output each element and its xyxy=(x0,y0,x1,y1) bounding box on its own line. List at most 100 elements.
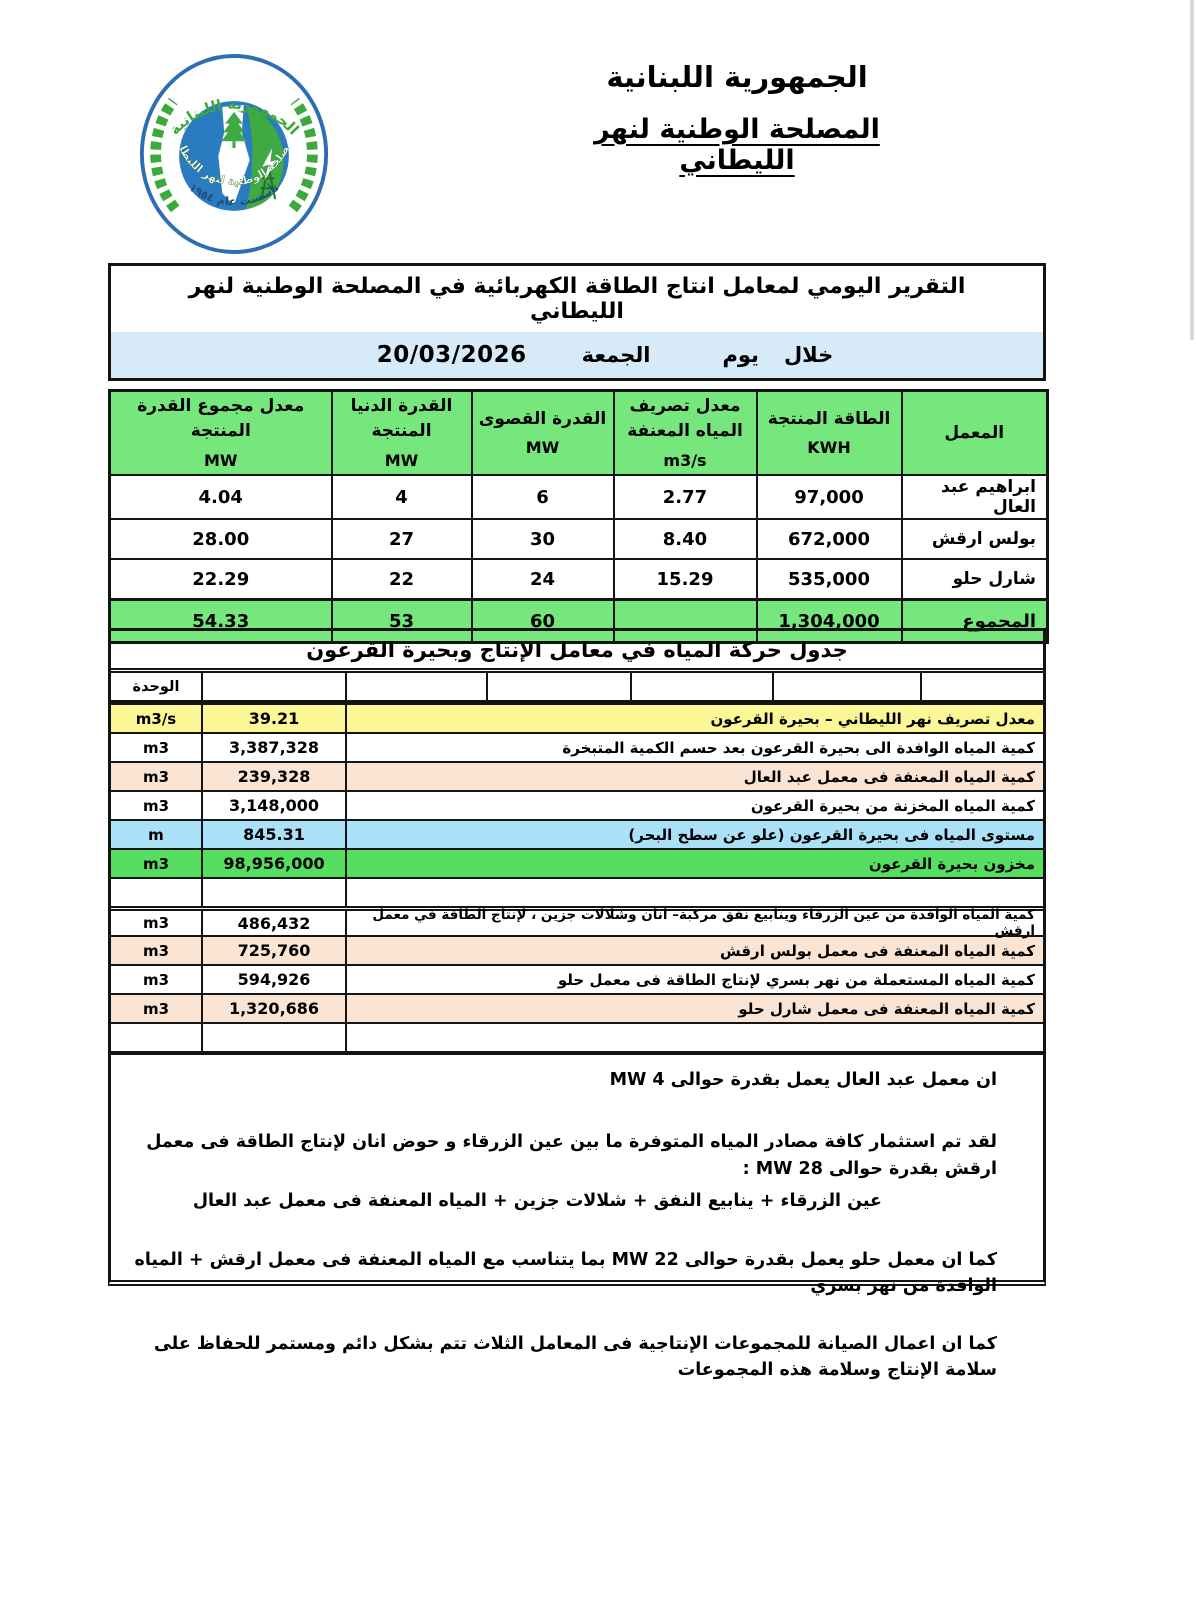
description-cell: مخزون بحيرة القرعون xyxy=(868,854,1035,873)
laurel-right-icon xyxy=(288,97,318,213)
scan-artifact xyxy=(1190,0,1194,340)
header-plant: المعمل xyxy=(900,389,1049,476)
energy-value: 97,000 xyxy=(755,474,903,520)
water-table-title: جدول حركة المياه في معامل الإنتاج وبحيرة… xyxy=(111,631,1043,673)
day-word: يوم xyxy=(722,343,759,367)
value-cell xyxy=(203,1024,347,1051)
unit-cell: m3 xyxy=(111,792,203,819)
table-row-helou: شارل حلو 535,000 15.29 24 22 22.29 xyxy=(108,558,1049,601)
water-row-turbined-arcache: m3 725,760 كمية المياه المعنفة فى معمل ب… xyxy=(111,935,1043,964)
empty-header-cell xyxy=(632,673,774,700)
value-cell: 1,320,686 xyxy=(203,995,347,1022)
authority-title: المصلحة الوطنية لنهر الليطاني xyxy=(594,114,880,176)
water-row-lake-level: m 845.31 مستوى المياه فى بحيرة القرعون (… xyxy=(111,819,1043,848)
value-cell: 725,760 xyxy=(203,937,347,964)
lightning-icon xyxy=(262,148,278,181)
description-cell: كمية المياه المعنفة فى معمل شارل حلو xyxy=(738,999,1035,1018)
value-cell: 486,432 xyxy=(203,911,347,935)
cedar-icon xyxy=(221,111,247,149)
note-arcache-capacity: لقد تم استثمار كافة مصادر المياه المتوفر… xyxy=(129,1129,997,1214)
note-abdel-aal-capacity: ان معمل عبد العال يعمل بقدرة حوالى MW 4 xyxy=(609,1070,997,1090)
note-arcache-line2: عين الزرقاء + ينابيع النفق + شلالات جزين… xyxy=(192,1190,882,1211)
unit-cell: m3 xyxy=(111,995,203,1022)
authority-logo-seal: الجمهورية اللبنانية المصلحة الوطنية لنهر… xyxy=(136,50,329,254)
total-energy: 1,304,000 xyxy=(755,598,903,644)
total-flow xyxy=(612,598,758,644)
plant-name: ابراهيم عبد العال xyxy=(900,474,1049,520)
water-row-lake-storage: m3 98,956,000 مخزون بحيرة القرعون xyxy=(111,848,1043,877)
water-row-spacer xyxy=(111,877,1043,906)
empty-header-cell xyxy=(488,673,632,700)
energy-value: 535,000 xyxy=(755,558,903,601)
report-date-row: خلال يوم الجمعة 20/03/2026 xyxy=(111,332,1043,378)
description-cell: كمية المياه المعنفة فى معمل عبد العال xyxy=(743,767,1035,786)
table-row-arcache: بولس ارقش 672,000 8.40 30 27 28.00 xyxy=(108,518,1049,560)
total-label: المجموع xyxy=(900,598,1049,644)
min-value: 22 xyxy=(330,558,473,601)
header-min-capacity: القدرة الدنيا المنتجة MW xyxy=(330,389,473,476)
report-title: التقرير اليومي لمعامل انتاج الطاقة الكهر… xyxy=(188,274,966,324)
empty-header-cell xyxy=(347,673,488,700)
unit-cell: m3 xyxy=(111,763,203,790)
unit-cell: m3 xyxy=(111,911,203,935)
unit-cell: m xyxy=(111,821,203,848)
empty-header-cell xyxy=(774,673,922,700)
header-avg-capacity: معدل مجموع القدرة المنتجة MW xyxy=(108,389,333,476)
description-cell xyxy=(347,1024,1043,1051)
min-value: 27 xyxy=(330,518,473,560)
header-max-capacity: القدرة القصوى MW xyxy=(470,389,615,476)
empty-header-cell xyxy=(922,673,1043,700)
note-arcache-line1: لقد تم استثمار كافة مصادر المياه المتوفر… xyxy=(146,1132,997,1179)
unit-cell xyxy=(111,1024,203,1051)
water-row-ain-zarqa-inflow: m3 486,432 كمية المياه الوافدة من عين ال… xyxy=(111,906,1043,939)
water-row-stored-qaraoun: m3 3,148,000 كمية المياه المخزنة من بحير… xyxy=(111,790,1043,819)
unit-cell: m3 xyxy=(111,966,203,993)
value-cell: 39.21 xyxy=(203,705,347,732)
unit-cell: m3/s xyxy=(111,705,203,732)
min-value: 4 xyxy=(330,474,473,520)
description-cell: كمية المياه المخزنة من بحيرة القرعون xyxy=(750,796,1035,815)
note-helou-capacity: كما ان معمل حلو يعمل بقدرة حوالى MW 22 ب… xyxy=(134,1250,997,1297)
plant-name: بولس ارقش xyxy=(900,518,1049,560)
max-value: 6 xyxy=(470,474,615,520)
water-row-turbined-helou: m3 1,320,686 كمية المياه المعنفة فى معمل… xyxy=(111,993,1043,1022)
description-cell xyxy=(347,879,1043,906)
date-row-cluster: خلال يوم الجمعة 20/03/2026 xyxy=(377,342,833,368)
water-row-spacer-bottom xyxy=(111,1022,1043,1051)
description-cell: كمية المياه المستعملة من نهر بسري لإنتاج… xyxy=(557,970,1035,989)
max-value: 24 xyxy=(470,558,615,601)
water-row-bisri-used: m3 594,926 كمية المياه المستعملة من نهر … xyxy=(111,964,1043,993)
energy-value: 672,000 xyxy=(755,518,903,560)
flow-value: 15.29 xyxy=(612,558,758,601)
during-word: خلال xyxy=(783,343,834,367)
water-row-turbined-abdel-aal: m3 239,328 كمية المياه المعنفة فى معمل ع… xyxy=(111,761,1043,790)
description-cell: مستوى المياه فى بحيرة القرعون (علو عن سط… xyxy=(628,825,1035,844)
unit-cell: m3 xyxy=(111,937,203,964)
value-cell: 98,956,000 xyxy=(203,850,347,877)
water-table-header-row: الوحدة xyxy=(111,673,1043,703)
day-name: الجمعة xyxy=(581,343,651,367)
land-shape xyxy=(245,105,284,209)
header-titles: الجمهورية اللبنانية المصلحة الوطنية لنهر… xyxy=(537,60,937,176)
avg-value: 22.29 xyxy=(108,558,333,601)
water-row-litani-discharge: m3/s 39.21 معدل تصريف نهر الليطاني – بحي… xyxy=(111,703,1043,732)
description-cell: كمية المياه الوافدة من عين الزرقاء ويناب… xyxy=(372,907,1035,939)
notes-box: ان معمل عبد العال يعمل بقدرة حوالى MW 4 … xyxy=(108,1052,1046,1380)
max-value: 30 xyxy=(470,518,615,560)
description-cell: كمية المياه المعنفة فى معمل بولس ارقش xyxy=(720,941,1035,960)
laurel-left-icon xyxy=(150,97,180,213)
flow-value: 8.40 xyxy=(612,518,758,560)
power-table-header-row: المعمل الطاقة المنتجة KWH معدل تصريف الميا… xyxy=(108,389,1049,476)
empty-header-cell xyxy=(203,673,347,700)
header-flow: معدل تصريف المياه المعنفة m3/s xyxy=(612,389,758,476)
table-row-total: المجموع 1,304,000 60 53 54.33 xyxy=(108,598,1049,644)
total-max: 60 xyxy=(470,598,615,644)
water-movement-table: جدول حركة المياه في معامل الإنتاج وبحيرة… xyxy=(108,628,1046,1054)
flow-value: 2.77 xyxy=(612,474,758,520)
description-cell: كمية المياه الوافدة الى بحيرة القرعون بع… xyxy=(562,738,1035,757)
unit-cell: m3 xyxy=(111,850,203,877)
header-energy: الطاقة المنتجة KWH xyxy=(755,389,903,476)
table-row-abdel-aal: ابراهيم عبد العال 97,000 2.77 6 4 4.04 xyxy=(108,474,1049,520)
value-cell: 239,328 xyxy=(203,763,347,790)
